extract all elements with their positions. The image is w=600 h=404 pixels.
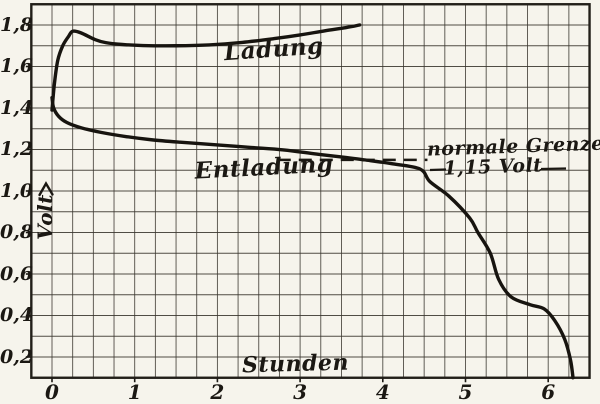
y-axis-label: Volt — [33, 194, 57, 240]
series-label-entladung: Entladung — [194, 150, 334, 185]
y-tick-label: 0,4 — [0, 304, 34, 326]
annotation-dash-right — [540, 167, 567, 171]
curve-ladung — [50, 23, 362, 112]
curve-entladung — [50, 95, 575, 380]
y-tick-label: 1,8 — [0, 13, 34, 36]
y-tick-label: 0,6 — [0, 262, 34, 285]
x-tick-label: 1 — [127, 380, 142, 404]
x-tick-label: 2 — [210, 380, 225, 404]
y-tick-label: 1,0 — [0, 179, 34, 202]
x-axis-label: Stunden — [241, 349, 350, 379]
x-tick-label: 0 — [45, 380, 59, 404]
y-tick-label: 0,8 — [0, 221, 34, 243]
y-tick-label: 0,2 — [0, 345, 34, 368]
y-tick-label: 1,2 — [0, 138, 34, 160]
series-label-ladung: Ladung — [223, 32, 325, 67]
x-tick-label: 5 — [458, 380, 473, 404]
y-tick-label: 1,4 — [0, 96, 34, 119]
volt-axis-arrow-icon — [38, 181, 54, 197]
x-tick-label: 6 — [541, 380, 556, 404]
annotation-dash-left — [429, 168, 447, 172]
annotation-115-volt: 1,15 Volt — [443, 154, 543, 180]
y-tick-label: 1,6 — [0, 55, 34, 77]
x-tick-label: 3 — [293, 380, 308, 404]
x-tick-label: 4 — [375, 380, 390, 404]
